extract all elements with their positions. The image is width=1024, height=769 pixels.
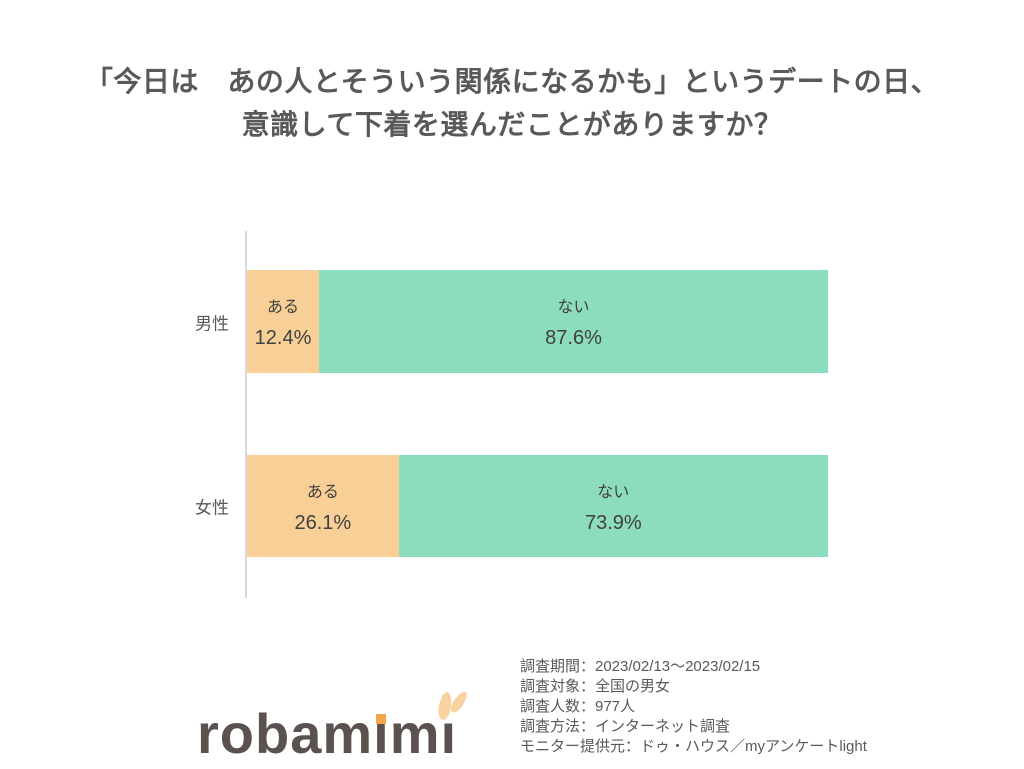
segment-label: ある bbox=[306, 483, 339, 501]
title-line-2: 意識して下着を選んだことがありますか？ bbox=[241, 109, 783, 141]
bar-male: ある 12.4% ない 87.6% bbox=[247, 270, 828, 373]
segment-value: 26.1% bbox=[294, 511, 352, 534]
segment-label: ない bbox=[597, 483, 630, 501]
logo-orange-dot-icon bbox=[376, 714, 387, 724]
survey-details: 調査期間：2023/02/13～2023/02/15 調査対象：全国の男女 調査… bbox=[520, 657, 867, 757]
robamimi-logo: robamı mı bbox=[197, 689, 470, 762]
bar-female: ある 26.1% ない 73.9% bbox=[247, 455, 828, 557]
segment-value: 73.9% bbox=[584, 511, 642, 534]
bar-segment-male-nai: ない 87.6% bbox=[319, 270, 828, 373]
survey-target-line: 調査対象：全国の男女 bbox=[520, 678, 671, 695]
stacked-bar-chart: 男性 ある 12.4% ない 87.6% 女性 ある 26.1% ない 73.9… bbox=[195, 231, 828, 598]
bar-segment-male-aru: ある 12.4% bbox=[247, 270, 320, 373]
logo-letter: ı bbox=[373, 702, 390, 765]
category-label-female: 女性 bbox=[195, 498, 229, 518]
bar-row-female: 女性 ある 26.1% ない 73.9% bbox=[195, 455, 828, 557]
segment-value: 87.6% bbox=[545, 327, 602, 349]
logo-text-part1: robam bbox=[197, 702, 374, 765]
logo-letter-i-dotted: ı bbox=[373, 706, 390, 762]
bar-segment-female-nai: ない 73.9% bbox=[398, 455, 828, 557]
chart-title: 「今日は あの人とそういう関係になるかも」というデートの日、 意識して下着を選ん… bbox=[0, 60, 1024, 147]
bar-segment-female-aru: ある 26.1% bbox=[247, 455, 399, 557]
logo-text-part2: m bbox=[389, 702, 441, 765]
bar-row-male: 男性 ある 12.4% ない 87.6% bbox=[195, 270, 828, 373]
survey-method-line: 調査方法：インターネット調査 bbox=[520, 718, 731, 735]
segment-value: 12.4% bbox=[254, 327, 312, 349]
segment-label: ない bbox=[557, 299, 590, 316]
survey-period-line: 調査期間：2023/02/13～2023/02/15 bbox=[520, 658, 761, 675]
survey-count-line: 調査人数：977人 bbox=[520, 698, 636, 715]
category-label-male: 男性 bbox=[195, 314, 229, 333]
survey-provider-line: モニター提供元：ドゥ・ハウス／myアンケートlight bbox=[520, 738, 867, 755]
segment-label: ある bbox=[267, 299, 300, 316]
title-line-1: 「今日は あの人とそういう関係になるかも」というデートの日、 bbox=[84, 66, 940, 97]
y-axis-line bbox=[245, 231, 247, 598]
logo-letter-i-with-ears: ı bbox=[436, 689, 470, 762]
